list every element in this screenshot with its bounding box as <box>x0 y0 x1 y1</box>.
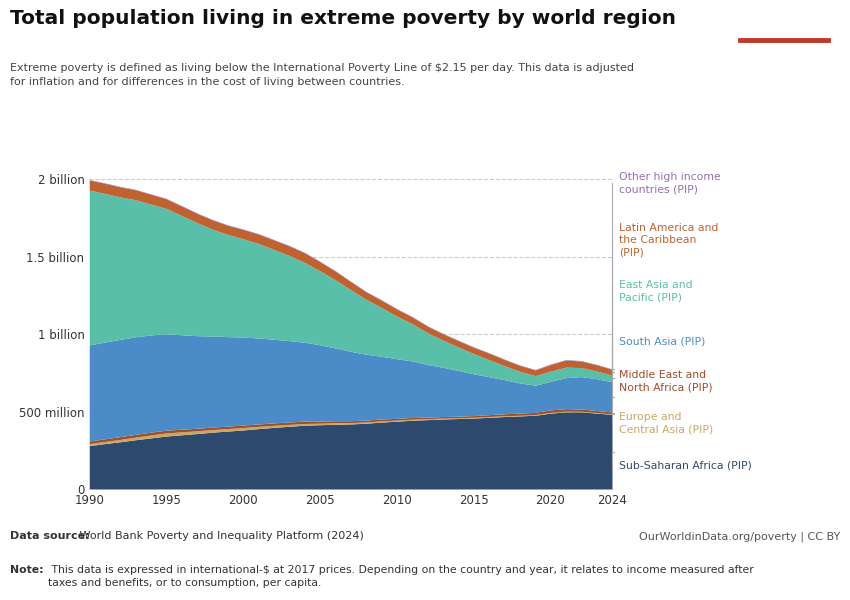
Text: Note:: Note: <box>10 565 44 575</box>
Text: in Data: in Data <box>766 25 802 34</box>
Text: Middle East and
North Africa (PIP): Middle East and North Africa (PIP) <box>619 370 712 392</box>
Text: OurWorldinData.org/poverty | CC BY: OurWorldinData.org/poverty | CC BY <box>638 531 840 541</box>
Text: World Bank Poverty and Inequality Platform (2024): World Bank Poverty and Inequality Platfo… <box>76 531 364 541</box>
Text: Extreme poverty is defined as living below the International Poverty Line of $2.: Extreme poverty is defined as living bel… <box>10 63 634 86</box>
Text: Our World: Our World <box>758 11 810 20</box>
Text: Sub-Saharan Africa (PIP): Sub-Saharan Africa (PIP) <box>619 460 751 470</box>
Text: Total population living in extreme poverty by world region: Total population living in extreme pover… <box>10 9 677 28</box>
Text: South Asia (PIP): South Asia (PIP) <box>619 337 706 347</box>
Text: Data source:: Data source: <box>10 531 90 541</box>
Text: This data is expressed in international-$ at 2017 prices. Depending on the count: This data is expressed in international-… <box>48 565 753 589</box>
Text: East Asia and
Pacific (PIP): East Asia and Pacific (PIP) <box>619 280 693 302</box>
Text: Latin America and
the Caribbean
(PIP): Latin America and the Caribbean (PIP) <box>619 223 718 257</box>
Text: Europe and
Central Asia (PIP): Europe and Central Asia (PIP) <box>619 412 713 434</box>
Text: Other high income
countries (PIP): Other high income countries (PIP) <box>619 172 721 194</box>
